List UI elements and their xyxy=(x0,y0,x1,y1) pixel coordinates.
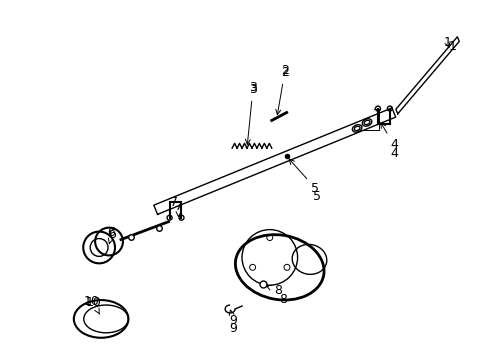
Text: 9: 9 xyxy=(229,310,237,327)
Text: 5: 5 xyxy=(313,190,321,203)
Text: 4: 4 xyxy=(389,147,397,160)
Polygon shape xyxy=(395,37,458,114)
Text: 8: 8 xyxy=(266,284,281,297)
Text: 4: 4 xyxy=(380,123,397,151)
Text: 6: 6 xyxy=(107,226,115,239)
Text: 5: 5 xyxy=(289,159,319,195)
Text: 10: 10 xyxy=(83,294,99,307)
Text: 1: 1 xyxy=(447,40,455,53)
Text: 2: 2 xyxy=(280,64,288,77)
Text: 10: 10 xyxy=(85,296,101,314)
Text: 7: 7 xyxy=(174,200,182,217)
Text: 2: 2 xyxy=(275,66,288,115)
Text: 3: 3 xyxy=(245,83,256,144)
Text: 8: 8 xyxy=(278,293,286,306)
Text: 3: 3 xyxy=(248,81,256,94)
Text: 1: 1 xyxy=(443,36,450,49)
Text: 7: 7 xyxy=(169,196,177,209)
Text: 9: 9 xyxy=(229,322,237,336)
Polygon shape xyxy=(154,108,395,214)
Text: 6: 6 xyxy=(108,228,116,244)
